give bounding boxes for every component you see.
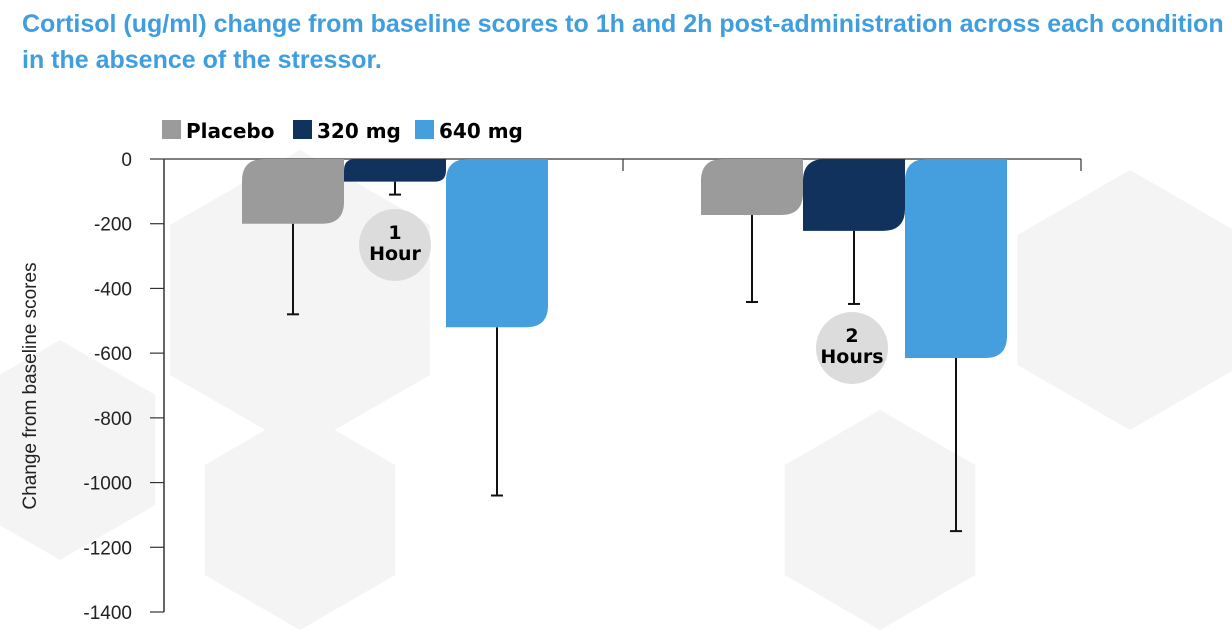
background-hexagon: [204, 410, 396, 630]
legend-label: 640 mg: [439, 119, 523, 143]
y-tick-label: -600: [94, 344, 132, 365]
y-tick-label: -1000: [83, 474, 132, 495]
y-tick-label: -800: [94, 409, 132, 430]
background-hexagon: [170, 150, 430, 450]
y-tick-label: -1400: [83, 603, 132, 624]
chart-title: Cortisol (ug/ml) change from baseline sc…: [22, 10, 1224, 74]
y-axis-label: Change from baseline scores: [20, 262, 41, 509]
bar: [803, 159, 905, 231]
category-badge: [359, 209, 431, 281]
category-label: Hours: [820, 346, 883, 368]
bar: [344, 159, 446, 182]
bar: [446, 159, 548, 328]
legend-swatch: [415, 120, 434, 139]
background-hexagon: [784, 410, 976, 630]
bar: [905, 159, 1007, 358]
category-label: Hour: [369, 243, 421, 265]
y-tick-label: -200: [94, 215, 132, 236]
y-tick-label: 0: [121, 150, 132, 171]
bar: [242, 159, 344, 224]
background-hexagon: [1017, 170, 1232, 430]
legend-swatch: [162, 120, 181, 139]
background-hexagon: [0, 340, 156, 560]
legend-swatch: [293, 120, 312, 139]
y-tick-label: -1200: [83, 538, 132, 559]
category-label: 2: [845, 325, 858, 347]
bar: [701, 159, 803, 215]
legend-label: Placebo: [186, 119, 275, 143]
legend-label: 320 mg: [317, 119, 401, 143]
category-badge: [816, 312, 888, 384]
y-tick-label: -400: [94, 279, 132, 300]
category-label: 1: [388, 222, 401, 244]
